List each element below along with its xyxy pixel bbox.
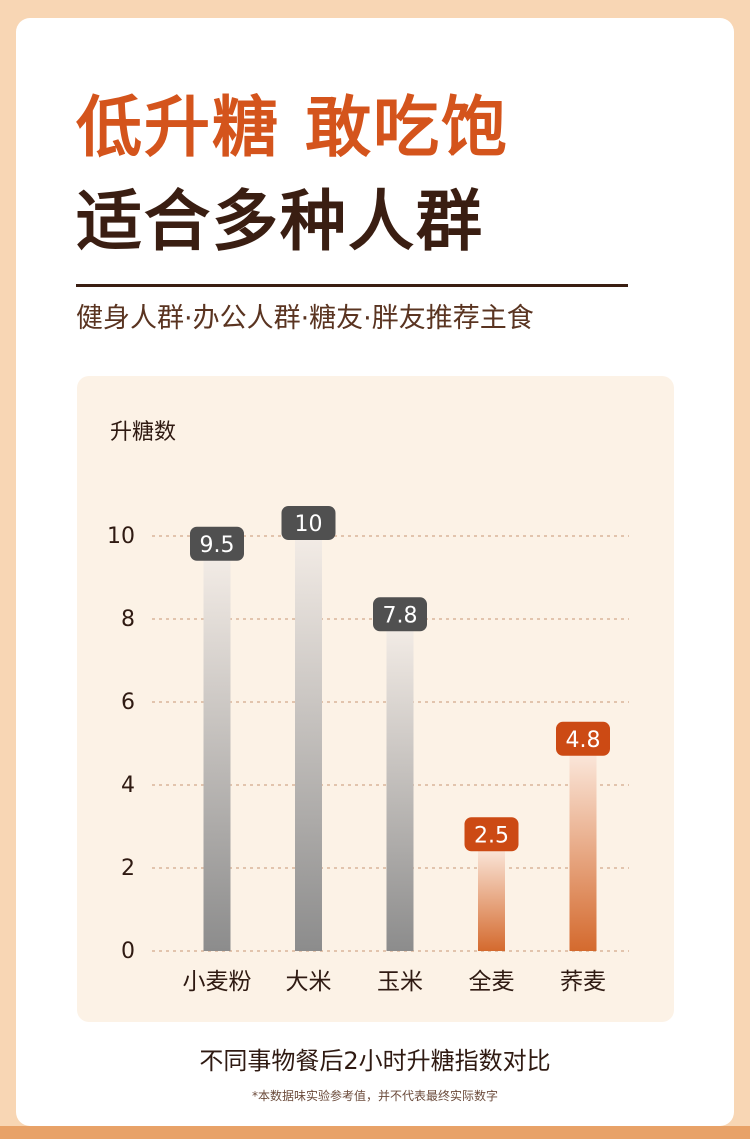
value-label: 7.8 [383,603,418,628]
x-tick-label: 小麦粉 [183,969,252,995]
value-label: 9.5 [200,533,235,558]
y-tick-label: 8 [121,607,135,632]
x-tick-label: 玉米 [377,969,423,995]
value-badge [281,506,336,540]
y-axis-label: 升糖数 [110,420,176,445]
y-tick-label: 0 [121,939,135,964]
y-tick-label: 4 [121,773,135,798]
value-label: 10 [295,512,323,537]
value-badge [464,817,519,852]
value-badge [373,597,427,632]
x-tick-label: 大米 [286,969,332,995]
value-label: 4.8 [566,728,601,753]
value-badge [190,526,244,561]
bar [569,751,597,951]
y-tick-label: 6 [121,690,135,715]
bar-chart: 升糖数 0 2 4 6 8 10 9.5 小麦粉 10 大米 7.8 玉米 2.5 全麦 4.8 荞麦 [107,420,629,995]
bottom-band [0,1126,750,1139]
value-badge [556,721,610,756]
value-label: 2.5 [474,823,509,848]
x-tick-label: 全麦 [469,969,515,995]
bar [203,556,231,951]
headline-divider [76,284,628,287]
x-tick-label: 荞麦 [560,969,606,995]
headline-line-2: 适合多种人群 [76,183,484,260]
bar [386,627,414,951]
chart-caption: 不同事物餐后2小时升糖指数对比 [199,1047,551,1075]
chart-panel: 升糖数 0 2 4 6 8 10 9.5 小麦粉 10 大米 7.8 玉米 2.5 全麦 4.8 荞麦 [77,376,674,1022]
y-tick-label: 2 [121,856,135,881]
y-tick-label: 10 [107,524,135,549]
subtitle: 健身人群·办公人群·糖友·胖友推荐主食 [76,303,534,334]
footnote: *本数据味实验参考值，并不代表最终实际数字 [251,1089,498,1103]
headline-line-1: 低升糖 敢吃饱 [76,89,509,166]
bar [478,847,505,951]
bar [295,536,322,951]
